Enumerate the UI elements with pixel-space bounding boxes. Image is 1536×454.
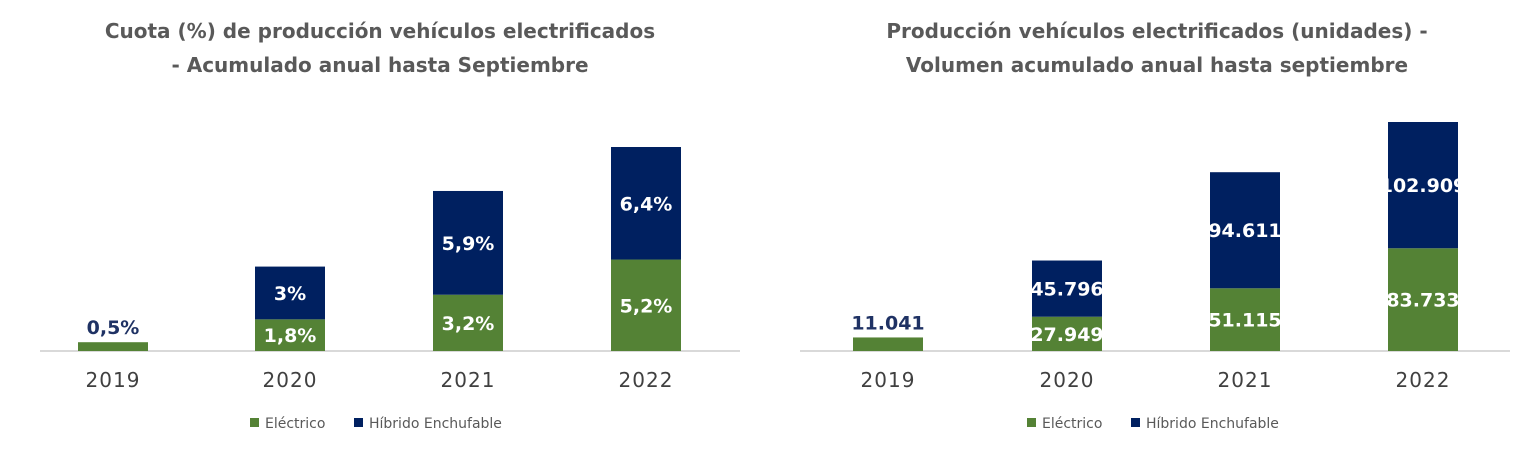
x-tick-label: 2019 (86, 368, 141, 392)
chart-title: Volumen acumulado anual hasta septiembre (906, 53, 1408, 77)
bar-eléctrico-2022 (611, 259, 681, 351)
legend-label: Híbrido Enchufable (1146, 416, 1279, 432)
data-label: 94.611 (1208, 220, 1281, 242)
bar-eléctrico-2020 (1032, 316, 1102, 351)
x-tick-label: 2022 (1396, 368, 1451, 392)
x-tick-label: 2020 (263, 368, 318, 392)
bar-híbrido-enchufable-2021 (433, 190, 503, 295)
x-tick-label: 2020 (1040, 368, 1095, 392)
x-tick-label: 2021 (441, 368, 496, 392)
chart-title: - Acumulado anual hasta Septiembre (171, 53, 588, 77)
data-label: 102.909 (1380, 175, 1467, 197)
bar-eléctrico-2021 (433, 294, 503, 351)
bar-eléctrico-2019 (853, 337, 923, 351)
x-tick-label: 2021 (1218, 368, 1273, 392)
chart-title: Cuota (%) de producción vehículos electr… (105, 19, 655, 43)
legend-swatch (354, 418, 363, 427)
data-label: 1,8% (264, 325, 317, 347)
data-label: 3,2% (442, 313, 495, 335)
legend-label: Eléctrico (265, 416, 325, 432)
legend-swatch (250, 418, 259, 427)
data-label: 0,5% (87, 317, 140, 339)
x-tick-label: 2022 (619, 368, 674, 392)
legend-swatch (1027, 418, 1036, 427)
data-label: 6,4% (620, 193, 673, 215)
data-label: 5,9% (442, 233, 495, 255)
bar-eléctrico-2019 (78, 342, 148, 351)
x-tick-label: 2019 (861, 368, 916, 392)
chart-title: Producción vehículos electrificados (uni… (886, 19, 1427, 43)
data-label: 45.796 (1030, 279, 1103, 301)
bar-eléctrico-2020 (255, 319, 325, 351)
data-label: 5,2% (620, 295, 673, 317)
bar-híbrido-enchufable-2022 (1388, 122, 1458, 249)
data-label: 11.041 (851, 312, 924, 334)
bar-híbrido-enchufable-2021 (1210, 172, 1280, 289)
chart-2: Producción vehículos electrificados (uni… (800, 19, 1510, 432)
legend-label: Eléctrico (1042, 416, 1102, 432)
data-label: 27.949 (1030, 324, 1103, 346)
bar-híbrido-enchufable-2020 (255, 266, 325, 320)
legend-label: Híbrido Enchufable (369, 416, 502, 432)
data-label: 83.733 (1386, 290, 1459, 312)
chart-1: Cuota (%) de producción vehículos electr… (40, 19, 740, 432)
bar-eléctrico-2022 (1388, 248, 1458, 351)
legend-swatch (1131, 418, 1140, 427)
data-label: 51.115 (1208, 310, 1281, 332)
bar-híbrido-enchufable-2020 (1032, 260, 1102, 317)
bar-híbrido-enchufable-2022 (611, 147, 681, 260)
data-label: 3% (274, 283, 306, 305)
bar-eléctrico-2021 (1210, 288, 1280, 351)
